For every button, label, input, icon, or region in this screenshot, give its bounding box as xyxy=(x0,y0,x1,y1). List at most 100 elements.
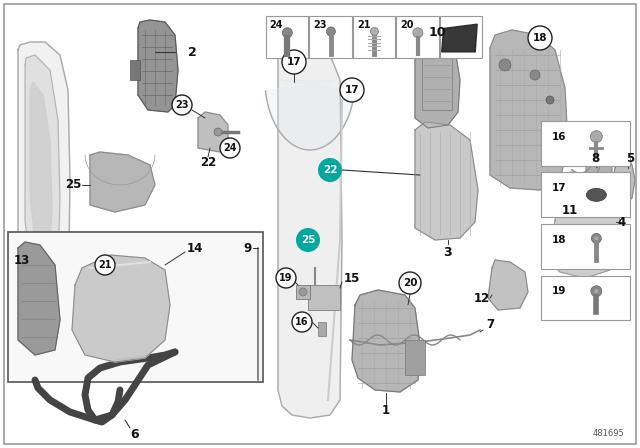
FancyBboxPatch shape xyxy=(353,16,395,58)
Polygon shape xyxy=(266,80,355,150)
FancyBboxPatch shape xyxy=(440,16,482,58)
FancyBboxPatch shape xyxy=(309,16,351,58)
Text: 19: 19 xyxy=(552,286,566,296)
Text: 24: 24 xyxy=(269,20,284,30)
Text: 23: 23 xyxy=(313,20,327,30)
Circle shape xyxy=(530,70,540,80)
Circle shape xyxy=(591,233,602,243)
FancyBboxPatch shape xyxy=(541,172,630,217)
Polygon shape xyxy=(550,195,620,278)
Text: 5: 5 xyxy=(626,151,634,164)
Polygon shape xyxy=(278,30,342,418)
Circle shape xyxy=(95,255,115,275)
Text: 17: 17 xyxy=(552,183,566,193)
Text: 23: 23 xyxy=(175,100,189,110)
Circle shape xyxy=(296,228,320,252)
Polygon shape xyxy=(138,20,178,112)
FancyBboxPatch shape xyxy=(130,60,140,80)
Text: 18: 18 xyxy=(532,33,547,43)
Circle shape xyxy=(292,312,312,332)
Polygon shape xyxy=(352,290,420,392)
Text: 481695: 481695 xyxy=(592,429,624,438)
Circle shape xyxy=(299,288,307,296)
Text: 16: 16 xyxy=(295,317,308,327)
FancyBboxPatch shape xyxy=(586,166,612,192)
Circle shape xyxy=(620,177,630,187)
Circle shape xyxy=(318,158,342,182)
Text: 3: 3 xyxy=(444,246,452,258)
Circle shape xyxy=(220,138,240,158)
Text: 20: 20 xyxy=(403,278,417,288)
Text: 16: 16 xyxy=(552,132,566,142)
Text: 7: 7 xyxy=(486,319,494,332)
Text: 21: 21 xyxy=(99,260,112,270)
Polygon shape xyxy=(567,127,602,183)
FancyBboxPatch shape xyxy=(8,232,263,382)
Polygon shape xyxy=(488,260,528,310)
Text: 20: 20 xyxy=(400,20,414,30)
Polygon shape xyxy=(25,55,60,285)
Polygon shape xyxy=(415,122,478,240)
Circle shape xyxy=(499,59,511,71)
Circle shape xyxy=(282,50,306,74)
Text: 8: 8 xyxy=(591,151,599,164)
Text: 14: 14 xyxy=(187,241,203,254)
Polygon shape xyxy=(490,30,568,190)
Circle shape xyxy=(282,28,292,38)
Text: 22: 22 xyxy=(323,165,337,175)
FancyBboxPatch shape xyxy=(4,4,636,444)
Circle shape xyxy=(546,96,554,104)
Polygon shape xyxy=(72,255,170,362)
Circle shape xyxy=(528,26,552,50)
Polygon shape xyxy=(442,24,477,52)
Polygon shape xyxy=(18,42,70,370)
Text: 25: 25 xyxy=(301,235,316,245)
Circle shape xyxy=(276,268,296,288)
FancyBboxPatch shape xyxy=(296,285,310,299)
FancyBboxPatch shape xyxy=(308,285,340,310)
Polygon shape xyxy=(90,152,155,212)
Text: 13: 13 xyxy=(14,254,30,267)
Text: 24: 24 xyxy=(223,143,237,153)
Circle shape xyxy=(399,272,421,294)
Text: 25: 25 xyxy=(65,178,81,191)
Circle shape xyxy=(326,27,335,36)
Circle shape xyxy=(591,286,602,297)
Ellipse shape xyxy=(586,188,606,202)
Circle shape xyxy=(413,28,423,38)
Text: 22: 22 xyxy=(200,155,216,168)
Polygon shape xyxy=(18,242,60,355)
Text: 10: 10 xyxy=(428,26,445,39)
FancyBboxPatch shape xyxy=(541,224,630,269)
Circle shape xyxy=(214,128,222,136)
Circle shape xyxy=(340,78,364,102)
FancyBboxPatch shape xyxy=(541,276,630,320)
Text: 11: 11 xyxy=(562,203,578,216)
Circle shape xyxy=(172,95,192,115)
Text: 18: 18 xyxy=(552,235,566,245)
Circle shape xyxy=(590,131,602,142)
Text: 17: 17 xyxy=(287,57,301,67)
Text: 12: 12 xyxy=(474,292,490,305)
Polygon shape xyxy=(30,82,52,252)
FancyBboxPatch shape xyxy=(405,340,425,375)
Text: 4: 4 xyxy=(618,215,626,228)
FancyBboxPatch shape xyxy=(266,16,308,58)
FancyBboxPatch shape xyxy=(541,121,630,166)
Text: 15: 15 xyxy=(344,271,360,284)
Text: 17: 17 xyxy=(345,85,359,95)
Text: 1: 1 xyxy=(382,404,390,417)
Circle shape xyxy=(595,289,598,293)
Text: 19: 19 xyxy=(279,273,292,283)
Circle shape xyxy=(371,27,378,35)
Circle shape xyxy=(595,237,598,240)
Polygon shape xyxy=(415,38,460,128)
Text: 9: 9 xyxy=(243,241,251,254)
FancyBboxPatch shape xyxy=(318,322,326,336)
FancyBboxPatch shape xyxy=(396,16,438,58)
Circle shape xyxy=(593,173,605,185)
Text: 6: 6 xyxy=(131,428,140,441)
Text: 21: 21 xyxy=(356,20,371,30)
Polygon shape xyxy=(612,158,635,205)
Text: 2: 2 xyxy=(188,46,196,59)
